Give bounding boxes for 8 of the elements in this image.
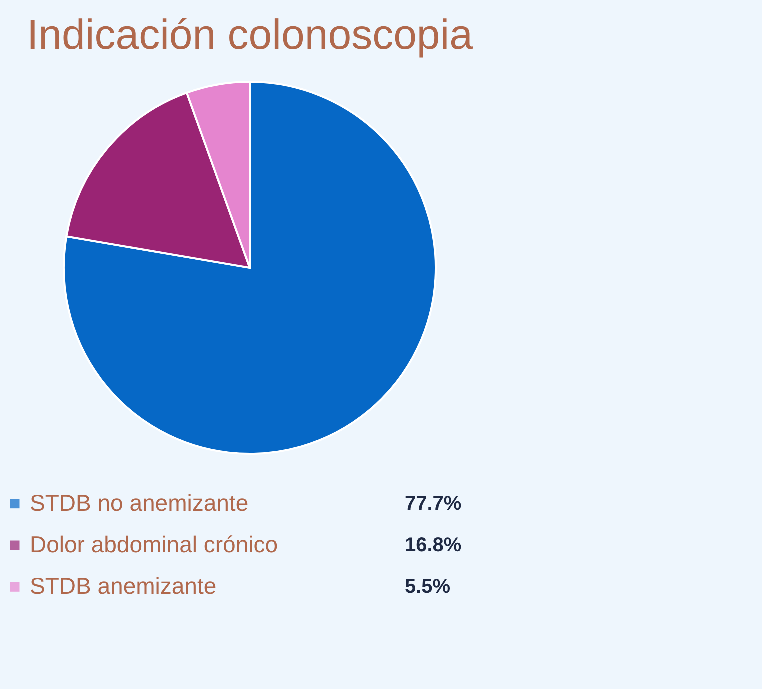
pie-slice bbox=[63, 81, 437, 455]
legend-label: STDB anemizante bbox=[30, 573, 217, 600]
data-label: 16.8% bbox=[405, 534, 462, 556]
legend-label: STDB no anemizante bbox=[30, 490, 249, 516]
data-label: 5.5% bbox=[405, 576, 451, 598]
data-label: 77.7% bbox=[405, 492, 462, 515]
legend-label: Dolor abdominal crónico bbox=[30, 532, 278, 558]
chart-title: Indicación colonoscopia bbox=[27, 11, 474, 58]
